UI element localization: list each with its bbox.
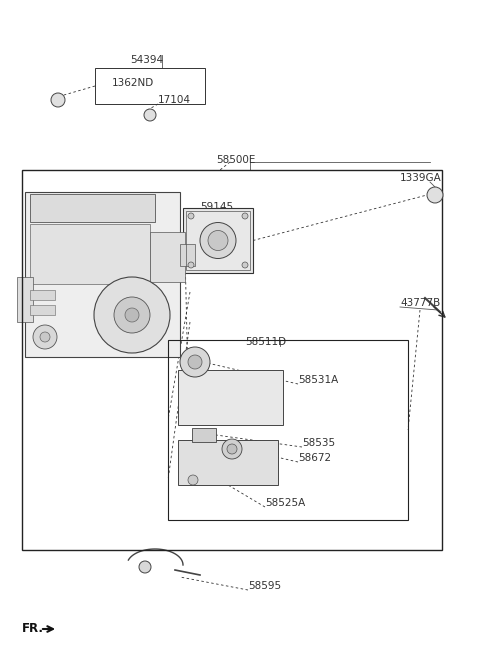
Bar [17, 277, 33, 322]
Circle shape [144, 109, 156, 121]
Bar [186, 211, 250, 270]
Text: 58535: 58535 [302, 438, 335, 448]
Text: 59145: 59145 [200, 202, 233, 212]
Bar [30, 290, 55, 300]
Text: 58531A: 58531A [298, 375, 338, 385]
Circle shape [427, 187, 443, 203]
Bar [168, 340, 408, 520]
Text: 58500E: 58500E [216, 155, 255, 165]
Circle shape [125, 308, 139, 322]
Circle shape [139, 561, 151, 573]
Circle shape [40, 332, 50, 342]
Bar [30, 194, 155, 222]
Circle shape [227, 444, 237, 454]
Bar [30, 305, 55, 315]
Circle shape [188, 262, 194, 268]
Text: 58520A: 58520A [52, 205, 92, 215]
Bar [22, 170, 442, 550]
Circle shape [188, 355, 202, 369]
Circle shape [222, 439, 242, 459]
Circle shape [242, 213, 248, 219]
Text: 58511D: 58511D [245, 337, 286, 347]
Text: 43777B: 43777B [400, 298, 440, 308]
Text: 58672: 58672 [298, 453, 331, 463]
Bar [178, 370, 283, 425]
Circle shape [94, 277, 170, 353]
Bar [178, 440, 278, 485]
Circle shape [180, 347, 210, 377]
Text: 1339GA: 1339GA [400, 173, 442, 183]
Bar [192, 428, 216, 442]
Text: FR.: FR. [22, 622, 44, 635]
Circle shape [188, 213, 194, 219]
Bar [25, 192, 180, 357]
Bar [150, 232, 185, 282]
Circle shape [114, 297, 150, 333]
Text: 54394: 54394 [130, 55, 163, 65]
Circle shape [242, 262, 248, 268]
Bar [30, 224, 150, 284]
Circle shape [51, 93, 65, 107]
Text: 58525A: 58525A [265, 498, 305, 508]
Circle shape [188, 475, 198, 485]
Text: 58595: 58595 [248, 581, 281, 591]
Bar [183, 208, 253, 273]
Text: 1362ND: 1362ND [112, 78, 154, 88]
Circle shape [208, 231, 228, 250]
Bar [180, 244, 195, 266]
Bar [95, 68, 205, 104]
Text: 17104: 17104 [158, 95, 191, 105]
Circle shape [200, 223, 236, 258]
Circle shape [33, 325, 57, 349]
